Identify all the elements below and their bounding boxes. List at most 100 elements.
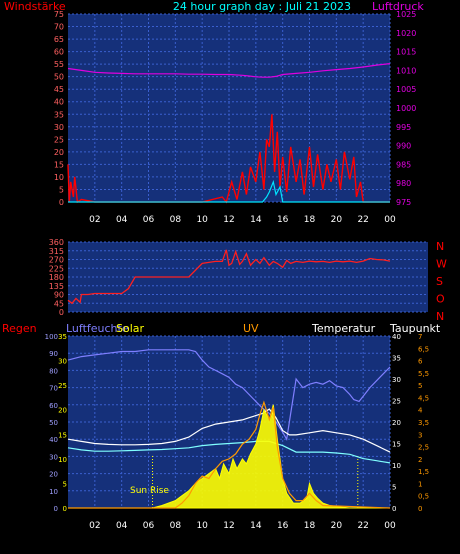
y-tick-label-rain: 20 — [58, 407, 67, 415]
y-tick-label-uv: 3 — [418, 431, 422, 439]
y-tick-label-left: 5 — [59, 185, 64, 194]
compass-label: N — [436, 240, 444, 253]
legend-taupunkt: Taupunkt — [389, 322, 441, 335]
x-tick-label: 08 — [170, 215, 182, 225]
y-tick-label-humidity: 70 — [49, 385, 58, 393]
y-tick-label-left: 15 — [54, 160, 64, 169]
x-tick-label: 12 — [223, 215, 234, 225]
y-tick-label-temp: 40 — [392, 333, 401, 341]
y-tick-label: 270 — [49, 256, 64, 265]
y-tick-label-uv: 1,5 — [418, 468, 429, 476]
y-tick-label-left: 55 — [54, 60, 64, 69]
legend-temperatur: Temperatur — [311, 322, 376, 335]
y-tick-label: 225 — [49, 264, 64, 273]
x-tick-label: 00 — [384, 521, 396, 531]
x-tick-label: 22 — [357, 521, 368, 531]
compass-label: W — [436, 258, 447, 271]
y-tick-label-right: 1020 — [396, 29, 416, 38]
y-tick-label-right: 990 — [396, 142, 411, 151]
legend-solar: Solar — [116, 322, 145, 335]
y-tick-label-temp: 15 — [392, 441, 401, 449]
y-tick-label-uv: 7 — [418, 333, 422, 341]
y-axis-label-luftdruck: Luftdruck — [372, 0, 424, 13]
y-tick-label-uv: 6 — [418, 358, 423, 366]
y-tick-label-right: 980 — [396, 179, 411, 188]
y-tick-label-uv: 0 — [418, 505, 422, 513]
legend-regen: Regen — [2, 322, 37, 335]
y-tick-label-left: 75 — [54, 10, 64, 19]
y-tick-label-temp: 35 — [392, 355, 401, 363]
x-tick-label: 20 — [331, 521, 343, 531]
y-tick-label-temp: 5 — [392, 484, 396, 492]
y-tick-label-uv: 5 — [418, 382, 422, 390]
series-taupunkt — [67, 440, 391, 464]
compass-label: N — [436, 310, 444, 323]
y-tick-label-left: 60 — [54, 48, 64, 57]
y-tick-label-humidity: 30 — [49, 453, 58, 461]
y-tick-label-rain: 10 — [58, 456, 67, 464]
y-tick-label-temp: 25 — [392, 398, 401, 406]
y-tick-label-left: 45 — [54, 85, 64, 94]
y-tick-label-humidity: 80 — [49, 367, 58, 375]
y-tick-label-right: 975 — [396, 198, 411, 207]
sun-rise-annotation: Sun Rise — [130, 486, 169, 496]
y-tick-label-left: 0 — [59, 198, 64, 207]
y-tick-label: 135 — [49, 282, 64, 291]
y-tick-label-uv: 1 — [418, 480, 422, 488]
x-tick-label: 18 — [304, 521, 316, 531]
y-tick-label-humidity: 40 — [49, 436, 58, 444]
y-tick-label-uv: 4,5 — [418, 394, 429, 402]
x-tick-label: 08 — [170, 521, 182, 531]
x-tick-label: 16 — [277, 215, 289, 225]
y-tick-label-uv: 0,5 — [418, 493, 429, 501]
x-tick-label: 20 — [331, 215, 343, 225]
y-tick-label-left: 30 — [54, 123, 64, 132]
x-tick-label: 14 — [250, 215, 262, 225]
y-tick-label-humidity: 50 — [49, 419, 58, 427]
x-tick-label: 12 — [223, 521, 234, 531]
x-tick-label: 06 — [143, 521, 155, 531]
chart-title: 24 hour graph day : Juli 21 2023 — [173, 0, 351, 13]
series-luftdruck — [67, 63, 391, 78]
y-tick-label-uv: 5,5 — [418, 370, 429, 378]
series-temperatur — [67, 408, 391, 453]
legend-luftfeuchte: Luftfeuchte — [66, 322, 129, 335]
y-tick-label-humidity: 10 — [49, 488, 58, 496]
y-tick-label: 360 — [49, 238, 64, 247]
y-tick-label-right: 995 — [396, 123, 411, 132]
x-tick-label: 22 — [357, 215, 368, 225]
legend-uv: UV — [243, 322, 259, 335]
compass-label: O — [436, 293, 445, 306]
series-windrichtung — [67, 249, 391, 305]
y-tick-label-right: 985 — [396, 160, 411, 169]
y-tick-label-left: 40 — [54, 98, 64, 107]
y-tick-label-rain: 35 — [58, 333, 67, 341]
y-tick-label-rain: 30 — [58, 358, 67, 366]
x-tick-label: 06 — [143, 215, 155, 225]
x-tick-label: 18 — [304, 215, 316, 225]
y-tick-label-uv: 4 — [418, 407, 423, 415]
x-tick-label: 04 — [116, 521, 128, 531]
y-tick-label-right: 1015 — [396, 48, 416, 57]
y-tick-label-uv: 3,5 — [418, 419, 429, 427]
y-tick-label-rain: 5 — [63, 480, 67, 488]
x-tick-label: 10 — [196, 521, 208, 531]
series-uv — [68, 400, 391, 509]
y-tick-label: 180 — [49, 273, 64, 282]
y-tick-label-uv: 6,5 — [418, 345, 429, 353]
y-tick-label: 90 — [54, 291, 64, 300]
compass-label: S — [436, 275, 443, 288]
y-tick-label-right: 1005 — [396, 85, 416, 94]
y-tick-label-uv: 2,5 — [418, 444, 429, 452]
y-tick-label-left: 10 — [54, 173, 64, 182]
y-tick-label-left: 50 — [54, 73, 64, 82]
x-tick-label: 10 — [196, 215, 208, 225]
y-tick-label: 45 — [54, 299, 64, 308]
y-tick-label-right: 1025 — [396, 10, 416, 19]
y-tick-label-temp: 0 — [392, 505, 396, 513]
y-tick-label-temp: 10 — [392, 462, 401, 470]
y-tick-label-humidity: 20 — [49, 471, 58, 479]
y-tick-label-rain: 0 — [63, 505, 67, 513]
y-tick-label-temp: 20 — [392, 419, 401, 427]
